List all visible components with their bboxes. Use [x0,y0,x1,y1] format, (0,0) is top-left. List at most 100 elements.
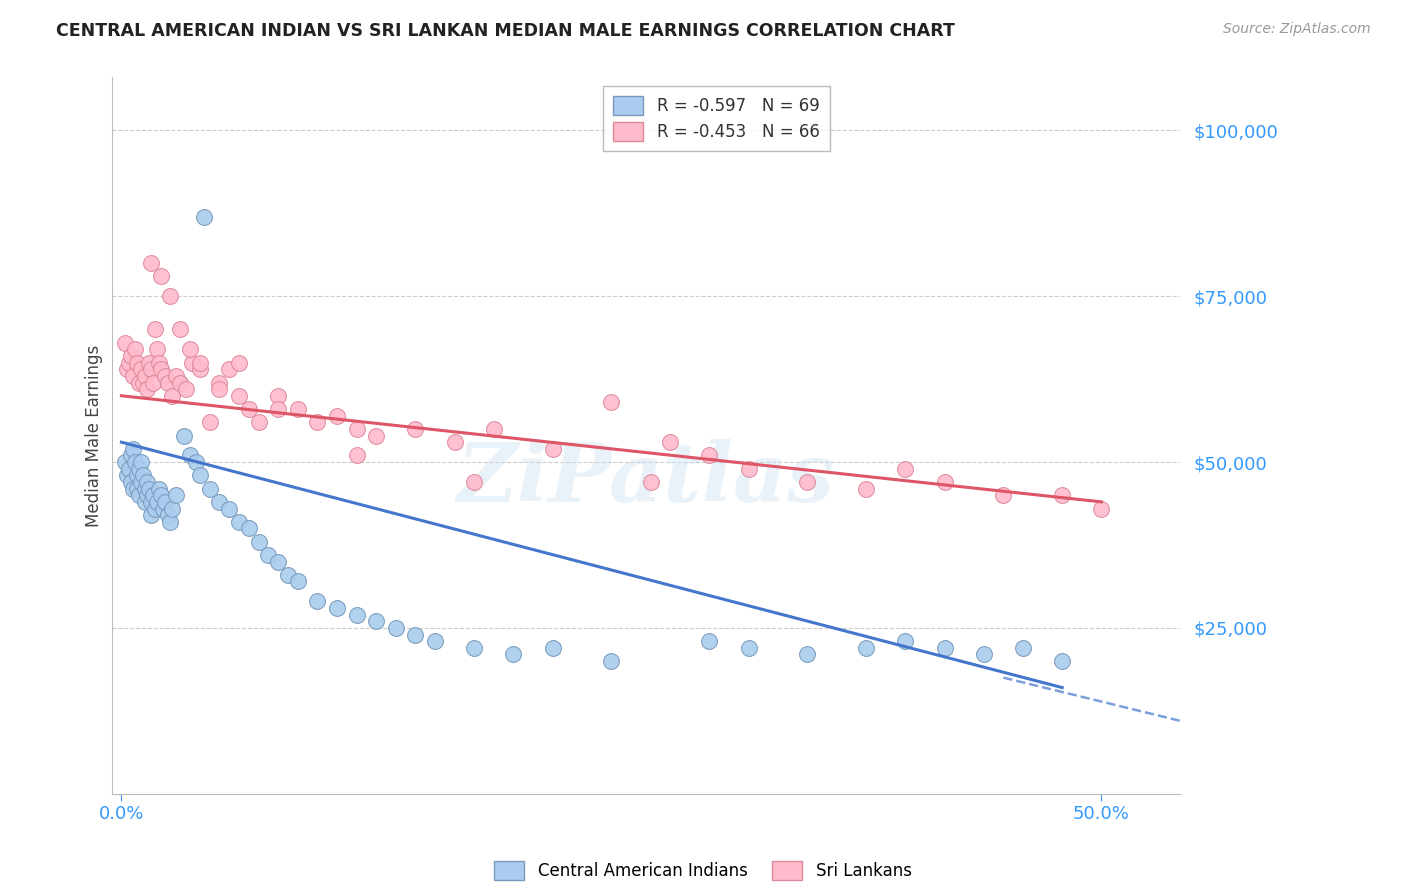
Point [366,614,388,628]
Point [127,468,149,483]
Point [855,482,877,496]
Point [157,376,180,390]
Point [169,322,191,336]
Point [796,475,818,489]
Point [120,349,142,363]
Point [134,368,156,383]
Point [208,382,231,396]
Point [128,488,150,502]
Point [267,402,290,417]
Point [218,362,240,376]
Point [127,482,149,496]
Point [129,455,152,469]
Point [139,495,162,509]
Point [114,455,136,469]
Point [198,482,221,496]
Point [122,442,145,456]
Point [404,627,426,641]
Point [179,449,201,463]
Point [169,376,191,390]
Text: Source: ZipAtlas.com: Source: ZipAtlas.com [1223,22,1371,37]
Point [267,555,290,569]
Point [132,376,155,390]
Y-axis label: Median Male Earnings: Median Male Earnings [86,344,103,526]
Point [134,495,156,509]
Point [287,402,309,417]
Point [366,428,388,442]
Point [894,461,917,475]
Point [404,422,426,436]
Point [443,435,465,450]
Point [188,468,211,483]
Point [138,356,160,370]
Point [169,376,191,390]
Point [135,475,157,489]
Point [247,415,270,429]
Point [346,607,368,622]
Point [699,634,721,648]
Point [128,376,150,390]
Point [165,488,187,502]
Point [129,362,152,376]
Point [153,495,176,509]
Point [307,594,329,608]
Point [145,343,167,357]
Point [165,368,187,383]
Point [134,482,156,496]
Point [124,455,146,469]
Point [1090,501,1112,516]
Point [737,461,759,475]
Point [307,415,329,429]
Point [482,422,505,436]
Point [173,428,195,442]
Point [541,640,564,655]
Point [143,322,166,336]
Point [124,343,146,357]
Point [894,634,917,648]
Point [179,343,201,357]
Text: ZiPatlas: ZiPatlas [457,439,835,518]
Point [120,475,142,489]
Point [600,654,623,668]
Point [640,475,662,489]
Point [934,640,956,655]
Point [149,488,172,502]
Point [346,422,368,436]
Point [385,621,408,635]
Point [139,362,162,376]
Point [122,368,145,383]
Point [135,382,157,396]
Point [153,368,176,383]
Point [128,461,150,475]
Point [993,488,1015,502]
Point [228,356,250,370]
Point [135,488,157,502]
Point [973,648,995,662]
Point [129,475,152,489]
Point [142,376,165,390]
Point [208,495,231,509]
Point [277,567,299,582]
Point [855,640,877,655]
Point [139,256,162,270]
Point [118,461,141,475]
Point [208,376,231,390]
Point [326,409,349,423]
Legend: R = -0.597   N = 69, R = -0.453   N = 66: R = -0.597 N = 69, R = -0.453 N = 66 [603,86,830,151]
Point [162,501,184,516]
Point [287,574,309,589]
Point [143,501,166,516]
Point [149,269,172,284]
Point [188,362,211,376]
Point [181,356,204,370]
Point [1050,654,1073,668]
Point [502,648,524,662]
Point [257,548,280,562]
Point [934,475,956,489]
Point [463,475,485,489]
Point [326,601,349,615]
Point [132,468,155,483]
Point [600,395,623,409]
Point [1050,488,1073,502]
Point [159,515,181,529]
